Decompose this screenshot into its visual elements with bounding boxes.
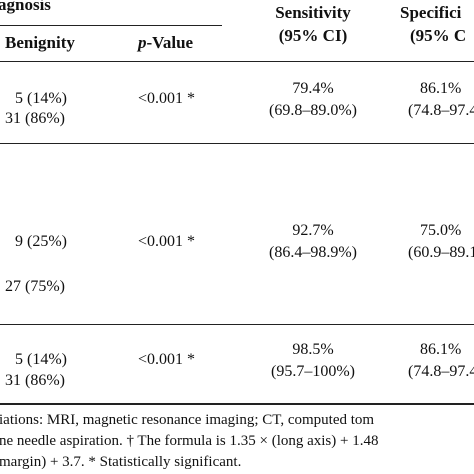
p-value-cell: <0.001 * xyxy=(138,233,196,250)
sensitivity-ci-header: (95% CI) xyxy=(278,26,348,45)
footnote-abbreviations: iations: MRI, magnetic resonance imaging… xyxy=(0,412,375,428)
diagnosis-header-underline xyxy=(0,25,222,26)
specificity-header: Specifici xyxy=(400,3,462,22)
specificity-cell: 75.0% xyxy=(420,222,462,239)
specificity-ci-header: (95% C xyxy=(410,26,467,45)
sensitivity-header: Sensitivity xyxy=(275,3,351,22)
benignity-count-b: 27 (75%) xyxy=(5,278,65,295)
benignity-count-a: 5 (14%) xyxy=(15,351,67,368)
sensitivity-cell: 98.5% xyxy=(292,341,334,358)
p-value-cell: <0.001 * xyxy=(138,90,196,107)
sensitivity-ci-cell: (69.8–89.0%) xyxy=(269,102,357,119)
diagnosis-header: agnosis xyxy=(0,0,51,14)
sensitivity-cell: 79.4% xyxy=(292,80,334,97)
benignity-count-a: 9 (25%) xyxy=(15,233,67,250)
specificity-ci-cell: (74.8–97.4 xyxy=(408,363,474,380)
specificity-ci-cell: (74.8–97.4 xyxy=(408,102,474,119)
table-bottom-rule xyxy=(0,403,474,405)
footnote-formula: ne needle aspiration. † The formula is 1… xyxy=(0,433,379,449)
benignity-count-b: 31 (86%) xyxy=(5,372,65,389)
specificity-cell: 86.1% xyxy=(420,80,462,97)
row-separator xyxy=(0,143,474,144)
specificity-ci-cell: (60.9–89.1 xyxy=(408,244,474,261)
row-separator xyxy=(0,324,474,325)
benignity-header: Benignity xyxy=(5,33,75,52)
header-bottom-rule xyxy=(0,61,474,62)
p-value-header: p-Value xyxy=(138,33,194,52)
sensitivity-ci-cell: (86.4–98.9%) xyxy=(269,244,357,261)
sensitivity-ci-cell: (95.7–100%) xyxy=(271,363,355,380)
footnote-significance: margin) + 3.7. * Statistically significa… xyxy=(0,454,242,470)
benignity-count-a: 5 (14%) xyxy=(15,90,67,107)
benignity-count-b: 31 (86%) xyxy=(5,110,65,127)
sensitivity-cell: 92.7% xyxy=(292,222,334,239)
specificity-cell: 86.1% xyxy=(420,341,462,358)
p-value-cell: <0.001 * xyxy=(138,351,196,368)
